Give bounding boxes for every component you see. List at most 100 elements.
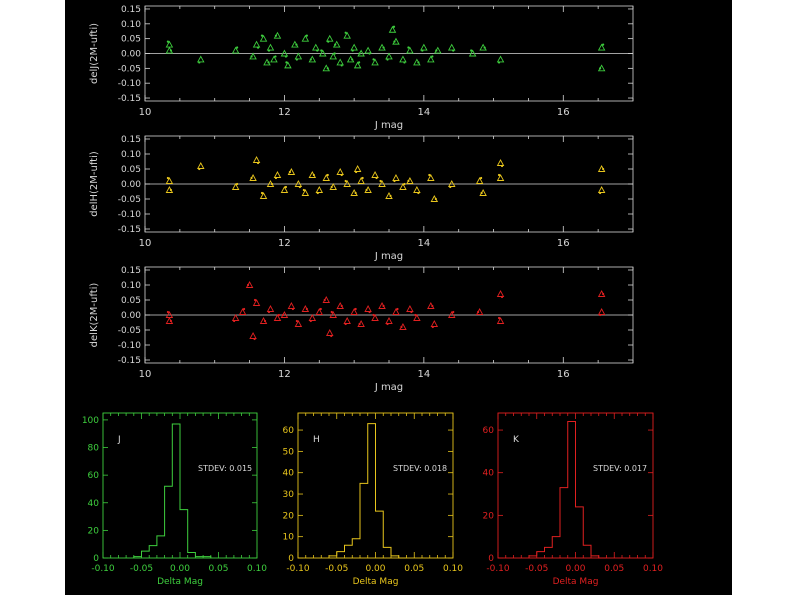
y-axis-label: delH(2M-ufti)	[89, 151, 100, 217]
x-tick-label: 12	[278, 238, 291, 249]
y-tick-label: -0.10	[118, 79, 142, 89]
data-point	[597, 43, 606, 51]
data-point	[399, 55, 407, 63]
data-point-dot	[375, 176, 378, 180]
data-point-dot	[483, 46, 486, 49]
y-tick-label: 0	[93, 554, 99, 564]
data-point-dot	[277, 313, 281, 317]
data-point	[315, 308, 324, 315]
data-point-dot	[372, 313, 375, 317]
x-tick-label: 0.05	[208, 564, 228, 574]
y-tick-label: 20	[483, 511, 495, 521]
data-point	[385, 52, 393, 60]
data-point	[343, 31, 351, 39]
data-point-dot	[372, 58, 375, 61]
data-point	[447, 180, 456, 187]
data-point-dot	[243, 307, 246, 311]
histogram-bar	[368, 424, 376, 558]
data-point	[259, 34, 268, 42]
stdev-annotation: STDEV: 0.018	[393, 464, 447, 473]
data-point-dot	[344, 179, 347, 183]
x-tick-label: 0.10	[643, 564, 663, 574]
data-point-dot	[340, 173, 343, 177]
histogram-panel-H: 0 10 20 30 40 50 60 -0.10 -0.05 0.00 0.05 0.10 Delta…	[283, 412, 463, 587]
data-point-dot	[323, 298, 326, 302]
data-point	[413, 186, 421, 193]
y-tick-label: 20	[283, 511, 295, 521]
y-tick-label: -0.15	[118, 94, 141, 104]
data-point-dot	[281, 313, 285, 317]
data-point-dot	[330, 334, 333, 338]
data-point-dot	[393, 40, 396, 43]
data-point-dot	[361, 176, 364, 180]
data-point-dot	[435, 49, 438, 52]
data-point-dot	[320, 49, 323, 52]
histogram-outline	[328, 423, 407, 559]
data-point	[427, 174, 435, 181]
data-point	[378, 180, 386, 187]
data-point-dot	[392, 25, 396, 28]
x-tick-label: 14	[417, 369, 430, 380]
histogram-panel-K: 0 20 40 60 -0.10 -0.05 0.00 0.05 0.10 Delta Mag K S…	[483, 412, 663, 587]
x-axis-label: J mag	[374, 120, 403, 131]
y-tick-label: 20	[88, 526, 100, 536]
data-point-dot	[284, 185, 288, 189]
data-point-dot	[326, 173, 329, 177]
data-point-dot	[291, 307, 294, 311]
data-point-dot	[246, 283, 250, 287]
x-axis-label: J mag	[374, 251, 403, 262]
y-tick-label: 0	[488, 554, 494, 564]
y-tick-label: 40	[88, 499, 100, 509]
data-point-dot	[330, 185, 333, 189]
data-point	[371, 58, 379, 66]
scatter-panel-J: 0.15 0.10 0.05 0.00 -0.05 -0.10 -0.15 10 12 14 16 J…	[89, 5, 634, 131]
data-point-dot	[236, 46, 239, 49]
data-point	[325, 34, 334, 42]
data-point	[406, 305, 414, 312]
data-point-dot	[602, 167, 605, 171]
data-point-dot	[410, 310, 413, 314]
data-point	[284, 61, 292, 69]
y-tick-label: 0.15	[121, 5, 141, 15]
data-point	[371, 171, 379, 178]
histogram-panel-J: 0 20 40 60 80 100 -0.10 -0.05 0.00 0.05 0.10 Delta …	[82, 412, 267, 587]
x-axis-label: Delta Mag	[553, 577, 599, 587]
data-point	[597, 308, 606, 315]
data-point	[329, 311, 337, 318]
data-point-dot	[497, 173, 501, 177]
data-point	[388, 25, 397, 33]
scatter-panel-H: 0.15 0.10 0.05 0.00 -0.05 -0.10 -0.15 10 12 14 16 J…	[89, 135, 634, 262]
data-point-dot	[452, 310, 455, 314]
data-point-dot	[417, 191, 420, 195]
histogram-bar	[552, 537, 560, 558]
data-point	[249, 332, 257, 339]
data-point	[301, 34, 310, 42]
x-axis-label: Delta Mag	[157, 577, 203, 587]
data-point-dot	[256, 46, 260, 49]
x-tick-label: 0.00	[565, 564, 585, 574]
x-tick-label: 0.10	[443, 564, 463, 574]
data-point-dot	[274, 176, 278, 180]
x-tick-label: 0.05	[404, 564, 424, 574]
y-tick-label: 0.00	[121, 311, 141, 321]
panel-label: K	[513, 435, 520, 445]
data-point-dot	[431, 304, 434, 308]
histogram-bar	[360, 483, 368, 558]
data-point	[343, 180, 351, 187]
x-tick-label: -0.10	[286, 564, 310, 574]
data-point-dot	[260, 34, 264, 37]
x-tick-label: 0.00	[365, 564, 385, 574]
data-point	[301, 189, 310, 196]
x-tick-label: 12	[278, 107, 291, 118]
x-tick-label: -0.05	[525, 564, 548, 574]
data-point-dot	[166, 310, 169, 314]
data-point-dot	[327, 40, 330, 43]
data-point	[496, 290, 505, 297]
x-tick-label: 10	[139, 107, 152, 118]
data-point-dot	[250, 55, 253, 58]
data-point-dot	[344, 31, 347, 34]
x-tick-label: 0.00	[170, 564, 190, 574]
data-point	[392, 308, 400, 315]
data-point	[312, 43, 320, 51]
data-point	[420, 43, 428, 51]
